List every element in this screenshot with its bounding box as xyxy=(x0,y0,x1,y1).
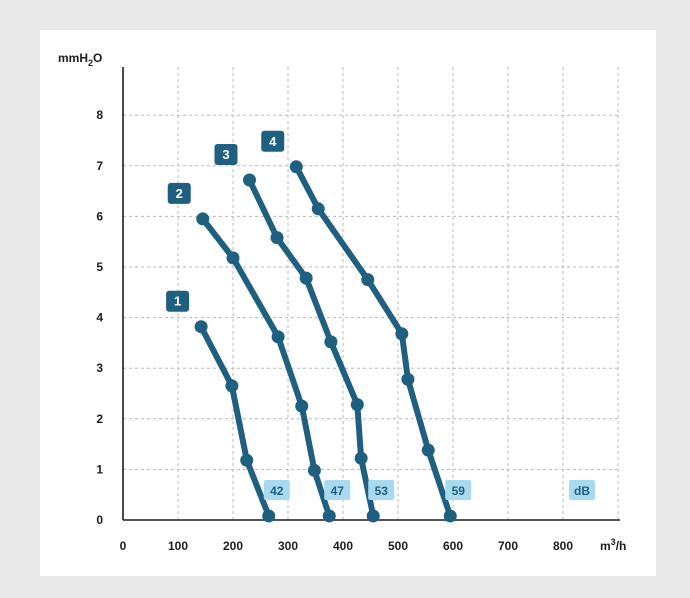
y-tick-label: 0 xyxy=(96,513,103,527)
x-tick-label: 100 xyxy=(168,539,188,553)
tick-labels: 0 100 200 300 400 500 600 700 800 0 1 2 3 4 5 6 7 8 xyxy=(96,108,573,553)
db-label-box xyxy=(324,480,351,500)
curve-point xyxy=(395,327,409,341)
curve-label-box xyxy=(214,143,238,165)
curve-point xyxy=(262,509,276,523)
curve-point xyxy=(324,335,338,349)
curve-point xyxy=(401,372,415,386)
curve-label-text: 4 xyxy=(269,134,277,149)
db-label-text: 42 xyxy=(270,484,284,498)
db-label-text: 47 xyxy=(331,484,345,498)
fan-curve-chart: mmH2O m3/h 0 100 200 300 400 500 600 700 800 0 1 2 3… xyxy=(58,51,626,553)
y-tick-label: 2 xyxy=(96,412,103,426)
curve-point xyxy=(225,379,239,393)
curve-label: 1 xyxy=(166,290,190,312)
y-tick-label: 8 xyxy=(96,108,103,122)
db-label: 42 xyxy=(263,480,290,500)
x-tick-label: 0 xyxy=(120,539,127,553)
x-axis-title: m3/h xyxy=(600,537,626,553)
curve-label-box xyxy=(166,290,190,312)
curve-point xyxy=(307,463,321,477)
curve-point xyxy=(270,231,284,245)
db-label: dB xyxy=(569,480,595,500)
curve-label: 3 xyxy=(214,143,238,165)
curve-line xyxy=(293,163,454,519)
curve-point xyxy=(366,509,380,523)
curve-label: 4 xyxy=(261,130,285,152)
curves: 1 2 3 4 xyxy=(166,130,457,523)
curve-label: 2 xyxy=(167,182,191,204)
y-tick-label: 6 xyxy=(96,209,103,223)
x-tick-label: 200 xyxy=(223,539,243,553)
y-tick-label: 1 xyxy=(96,462,103,476)
db-label: 53 xyxy=(368,480,395,500)
curve-point xyxy=(194,320,208,334)
curve-point xyxy=(443,509,457,523)
db-label-box xyxy=(263,480,290,500)
x-tick-label: 500 xyxy=(388,539,408,553)
curve-line xyxy=(198,323,272,519)
y-tick-label: 7 xyxy=(96,159,103,173)
curve-label-box xyxy=(261,130,285,152)
curve-point xyxy=(361,273,375,287)
curve-point xyxy=(350,398,364,412)
curve-point xyxy=(240,453,254,467)
y-axis-title: mmH2O xyxy=(58,51,102,68)
db-label: 59 xyxy=(445,480,472,500)
curve-2: 2 xyxy=(167,182,336,523)
db-label-text: dB xyxy=(574,484,590,498)
curve-point xyxy=(226,251,240,265)
curve-1: 1 xyxy=(166,290,276,523)
db-label-text: 59 xyxy=(452,484,466,498)
curve-point xyxy=(354,451,368,465)
db-label: 47 xyxy=(324,480,351,500)
db-label-box xyxy=(368,480,395,500)
db-label-text: 53 xyxy=(375,484,389,498)
chart-panel: mmH2O m3/h 0 100 200 300 400 500 600 700 800 0 1 2 3… xyxy=(40,30,656,576)
grid xyxy=(123,67,620,520)
curve-point xyxy=(421,443,435,457)
x-tick-label: 700 xyxy=(498,539,518,553)
curve-point xyxy=(322,509,336,523)
db-label-box xyxy=(569,480,595,500)
x-tick-label: 300 xyxy=(278,539,298,553)
curve-label-text: 2 xyxy=(176,186,183,201)
curve-4: 4 xyxy=(261,130,457,523)
curve-point xyxy=(271,330,285,344)
x-tick-label: 400 xyxy=(333,539,353,553)
curve-point xyxy=(289,160,303,174)
y-tick-label: 4 xyxy=(96,311,103,325)
curve-label-text: 3 xyxy=(222,147,229,162)
curve-point xyxy=(196,212,210,226)
x-tick-label: 800 xyxy=(553,539,573,553)
y-tick-label: 5 xyxy=(96,260,103,274)
curve-label-box xyxy=(167,182,191,204)
curve-3: 3 xyxy=(214,143,380,523)
curve-point xyxy=(311,202,325,216)
curve-line xyxy=(199,215,333,519)
curve-point xyxy=(299,271,313,285)
axes: mmH2O m3/h xyxy=(58,51,626,553)
db-label-box xyxy=(445,480,472,500)
y-tick-label: 3 xyxy=(96,361,103,375)
curve-label-text: 1 xyxy=(174,294,181,309)
x-tick-label: 600 xyxy=(443,539,463,553)
db-labels: 42 47 53 59 dB xyxy=(263,480,595,500)
curve-point xyxy=(243,173,256,187)
curve-point xyxy=(295,399,309,413)
